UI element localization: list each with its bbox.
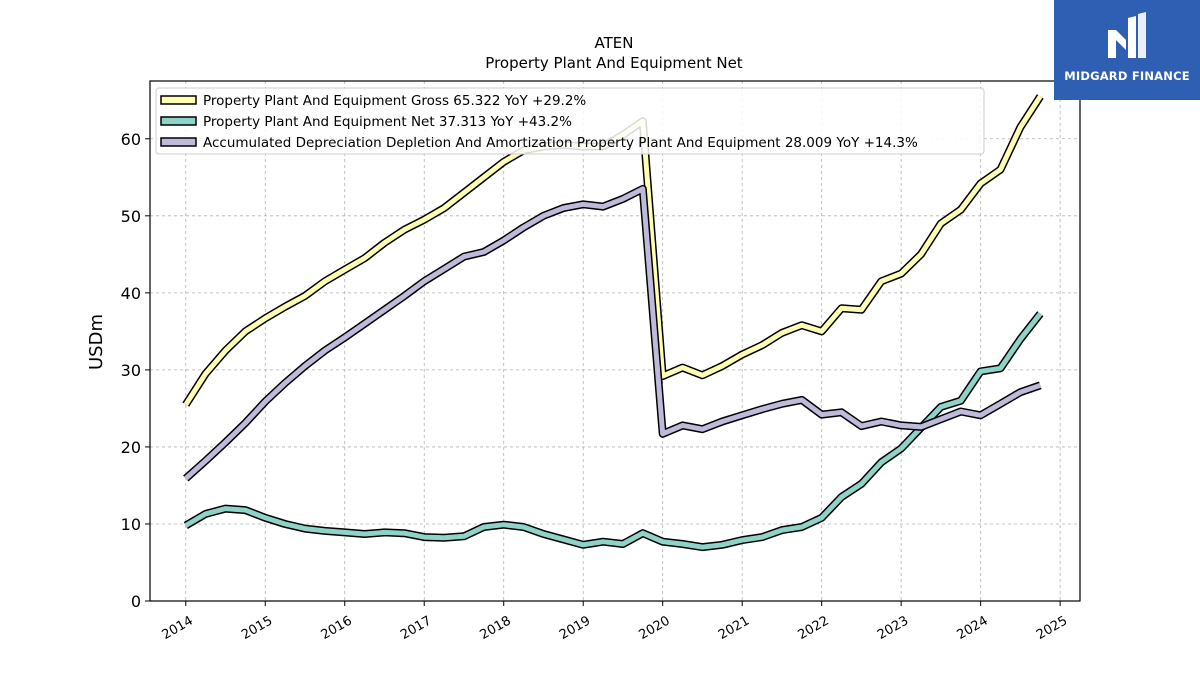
legend-box — [155, 87, 985, 155]
legend-swatch-1 — [160, 95, 197, 105]
legend-label-1: Property Plant And Equipment Gross 65.32… — [203, 93, 586, 109]
x-tick-label: 2016 — [319, 613, 355, 643]
legend-label-3: Accumulated Depreciation Depletion And A… — [203, 135, 918, 151]
y-tick-label: 50 — [121, 207, 141, 226]
series-line-outline-2 — [183, 311, 1044, 552]
series-layer — [182, 94, 1044, 552]
x-tick-label: 2021 — [716, 613, 752, 643]
y-tick-label: 40 — [121, 284, 141, 303]
x-tick-label: 2023 — [875, 613, 911, 643]
legend-swatch-3 — [160, 137, 197, 147]
x-tick-label: 2020 — [637, 613, 673, 643]
legend-swatch-2 — [160, 116, 197, 126]
y-tick-label: 10 — [121, 515, 141, 534]
x-tick-label: 2014 — [160, 613, 196, 643]
y-axis-label: USDm — [86, 314, 107, 370]
brand-name: MIDGARD FINANCE — [1064, 69, 1190, 83]
x-tick-label: 2017 — [398, 613, 434, 643]
series-line-2 — [184, 312, 1043, 550]
x-tick-label: 2015 — [239, 613, 275, 643]
chart-title: ATEN — [595, 34, 634, 52]
y-tick-label: 30 — [121, 361, 141, 380]
midgard-logo-icon — [1108, 12, 1146, 58]
x-tick-label: 2022 — [796, 613, 832, 643]
x-tick-label: 2024 — [954, 613, 990, 643]
legend-label-2: Property Plant And Equipment Net 37.313 … — [203, 114, 572, 130]
x-tick-label: 2018 — [478, 613, 514, 643]
chart-subtitle: Property Plant And Equipment Net — [485, 54, 742, 72]
y-tick-label: 20 — [121, 438, 141, 457]
y-tick-label: 0 — [131, 592, 141, 611]
y-tick-label: 60 — [121, 130, 141, 149]
x-tick-label: 2019 — [557, 613, 593, 643]
series-line-3 — [184, 186, 1042, 481]
x-tick-label: 2025 — [1034, 613, 1070, 643]
plot-frame — [149, 80, 1081, 602]
brand-logo: MIDGARD FINANCE — [1054, 0, 1200, 100]
legend: Property Plant And Equipment Gross 65.32… — [155, 87, 985, 155]
x-axis: 2014 2015 2016 2017 2018 2019 2020 2021 2022 2023… — [160, 601, 1070, 643]
y-axis: 0 10 20 30 40 50 60 — [121, 130, 150, 611]
